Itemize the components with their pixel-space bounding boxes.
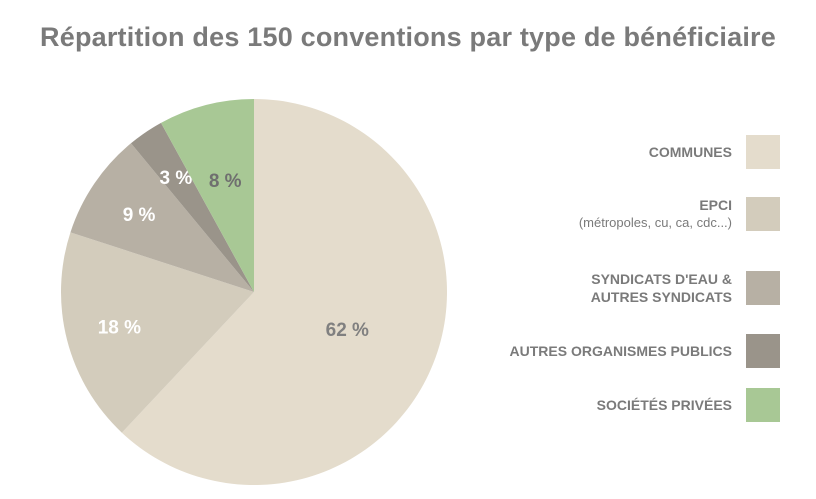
chart-title: Répartition des 150 conventions par type… bbox=[40, 22, 776, 52]
pie-slice-label: 18 % bbox=[98, 318, 141, 339]
legend-item-epci: EPCI (métropoles, cu, ca, cdc...) bbox=[470, 194, 780, 234]
pie-slice-4 bbox=[130, 122, 254, 293]
legend-swatch bbox=[746, 388, 780, 422]
legend-label-line1: EPCI bbox=[699, 197, 732, 213]
pie-slice-label: 62 % bbox=[326, 320, 369, 341]
legend-label-line1: AUTRES ORGANISMES PUBLICS bbox=[509, 343, 732, 359]
pie-slice-1 bbox=[121, 99, 447, 485]
legend-label: SYNDICATS D'EAU & AUTRES SYNDICATS bbox=[591, 270, 732, 306]
legend-label-line1: SYNDICATS D'EAU & bbox=[591, 271, 732, 287]
pie-slice-label: 8 % bbox=[209, 171, 242, 192]
legend-label: AUTRES ORGANISMES PUBLICS bbox=[510, 342, 732, 360]
legend-item-societes-privees: SOCIÉTÉS PRIVÉES bbox=[470, 385, 780, 425]
legend-label-line1: COMMUNES bbox=[648, 144, 732, 160]
legend-swatch bbox=[746, 135, 780, 169]
legend-item-autres-organismes: AUTRES ORGANISMES PUBLICS bbox=[470, 331, 780, 371]
pie-slice-5 bbox=[161, 99, 254, 292]
legend-label-sub: (métropoles, cu, ca, cdc...) bbox=[578, 215, 732, 230]
pie-slice-2 bbox=[60, 232, 254, 433]
pie-slice-3 bbox=[70, 143, 254, 292]
legend-label-line2: AUTRES SYNDICATS bbox=[590, 289, 732, 305]
legend-label-line1: SOCIÉTÉS PRIVÉES bbox=[596, 397, 732, 413]
pie-slice-label: 3 % bbox=[160, 168, 193, 189]
legend-label: SOCIÉTÉS PRIVÉES bbox=[597, 396, 732, 414]
legend-label: COMMUNES bbox=[649, 143, 732, 161]
legend-item-communes: COMMUNES bbox=[470, 132, 780, 172]
legend-label: EPCI (métropoles, cu, ca, cdc...) bbox=[579, 196, 732, 232]
legend-item-syndicats: SYNDICATS D'EAU & AUTRES SYNDICATS bbox=[470, 268, 780, 308]
legend-swatch bbox=[746, 334, 780, 368]
legend-swatch bbox=[746, 271, 780, 305]
pie-slice-label: 9 % bbox=[123, 205, 156, 226]
legend-swatch bbox=[746, 197, 780, 231]
